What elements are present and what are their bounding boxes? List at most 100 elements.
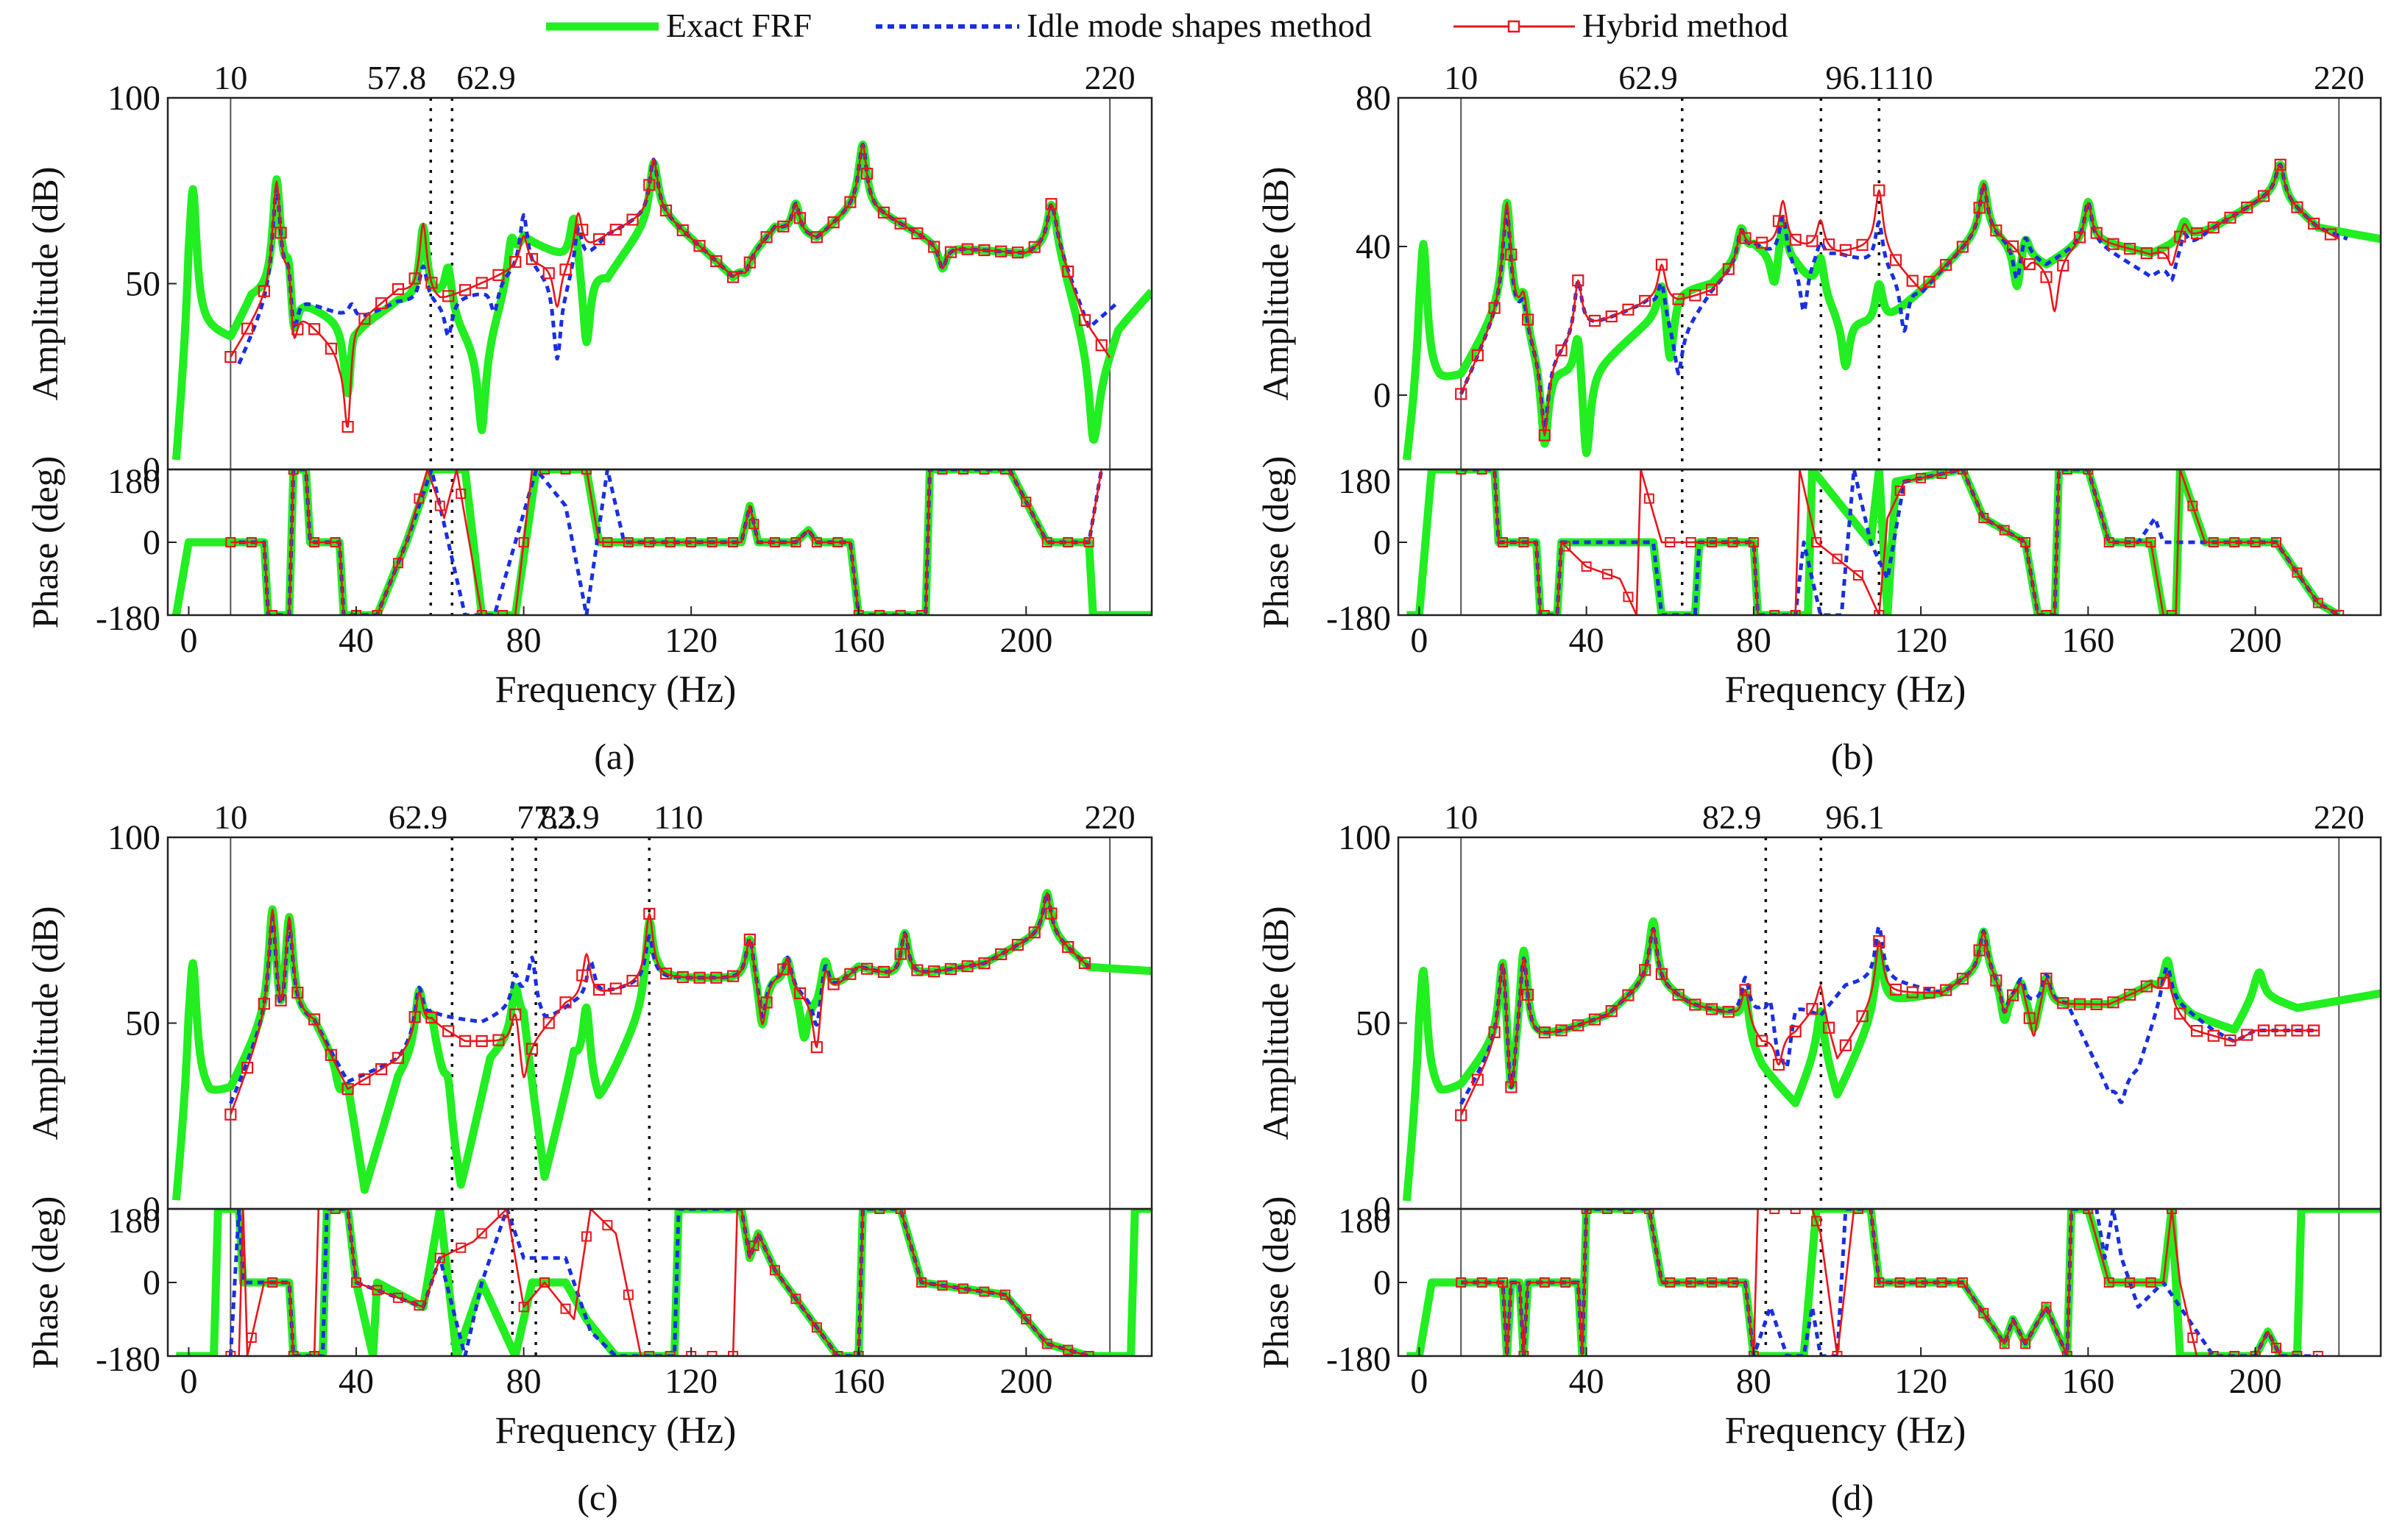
hybrid-marker <box>425 277 438 289</box>
mode-marker-label-110: 110 <box>1883 59 1933 96</box>
amplitude-y-tick-label: 0 <box>1373 376 1391 415</box>
amplitude-plot <box>171 889 1152 1201</box>
hybrid-marker <box>2140 247 2153 260</box>
hybrid-marker <box>2061 469 2072 475</box>
hybrid-marker <box>341 420 354 433</box>
hybrid-marker <box>1028 241 1041 253</box>
hybrid-marker <box>2312 597 2323 608</box>
hybrid-marker <box>2257 1024 2270 1037</box>
hybrid-marker <box>748 519 759 530</box>
hybrid-marker <box>225 537 236 547</box>
hybrid-marker <box>1078 313 1091 327</box>
phase-plot <box>171 469 1152 615</box>
hybrid-marker <box>2020 537 2031 547</box>
hybrid-marker <box>832 537 843 547</box>
panel-label: (b) <box>1831 736 1874 777</box>
hybrid-marker <box>1522 313 1534 326</box>
amplitude-y-tick-label: 40 <box>1356 227 1391 266</box>
hybrid-marker <box>2145 1277 2156 1288</box>
phase-curve-hybrid <box>1461 469 2340 615</box>
hybrid-marker <box>1973 202 1986 214</box>
hybrid-marker <box>602 1220 613 1231</box>
hybrid-marker <box>1538 429 1551 441</box>
hybrid-marker <box>1832 1351 1843 1356</box>
hybrid-marker <box>1560 1277 1571 1288</box>
mode-marker-label-62.9: 62.9 <box>389 798 448 836</box>
amplitude-curve-idle <box>1459 163 2348 430</box>
hybrid-marker <box>581 469 592 475</box>
hybrid-marker <box>916 1277 927 1288</box>
phase-curve-exact <box>1406 469 2341 615</box>
hybrid-marker <box>1727 1277 1738 1288</box>
hybrid-marker <box>1689 289 1701 302</box>
hybrid-marker <box>1672 988 1685 1001</box>
hybrid-marker <box>1789 1025 1802 1037</box>
hybrid-marker <box>999 1289 1010 1300</box>
hybrid-marker <box>1856 238 1869 251</box>
hybrid-marker <box>1957 469 1968 475</box>
phase-y-tick-label: 180 <box>107 462 160 501</box>
hybrid-marker <box>2090 998 2103 1010</box>
hybrid-marker <box>2125 1277 2136 1288</box>
hybrid-marker <box>2274 158 2287 171</box>
hybrid-marker <box>1940 258 1952 272</box>
amplitude-y-tick-label: 100 <box>107 818 160 857</box>
hybrid-marker <box>706 537 718 547</box>
mode-marker-label-82.9: 82.9 <box>1702 798 1762 836</box>
hybrid-marker <box>1832 553 1843 564</box>
legend: Exact FRF Idle mode shapes method Hybrid… <box>546 7 1788 44</box>
hybrid-marker <box>777 963 790 976</box>
hybrid-marker <box>2083 1209 2094 1214</box>
hybrid-marker <box>1874 610 1885 615</box>
hybrid-marker <box>1455 1109 1467 1121</box>
hybrid-marker <box>1772 1058 1785 1071</box>
hybrid-marker <box>1622 989 1635 1001</box>
hybrid-marker <box>686 537 697 547</box>
hybrid-marker <box>1021 497 1032 507</box>
hybrid-marker <box>1083 1351 1094 1356</box>
hybrid-marker <box>2083 469 2094 475</box>
hybrid-marker <box>291 323 304 336</box>
hybrid-marker <box>2040 271 2053 283</box>
hybrid-marker <box>2057 259 2069 272</box>
amplitude-axis-label: Amplitude (dB) <box>24 906 65 1140</box>
hybrid-marker <box>560 1303 571 1314</box>
hybrid-marker <box>916 610 927 615</box>
reference-label-10: 10 <box>1444 59 1478 96</box>
hybrid-marker <box>372 610 383 615</box>
hybrid-marker <box>2124 988 2136 1001</box>
hybrid-marker <box>623 1289 634 1300</box>
hybrid-marker <box>1889 983 1902 996</box>
hybrid-marker <box>1572 1019 1584 1032</box>
amplitude-y-tick-label: 50 <box>125 1004 160 1043</box>
hybrid-marker <box>542 267 555 280</box>
hybrid-marker <box>643 907 656 920</box>
hybrid-marker <box>1689 998 1701 1011</box>
hybrid-marker <box>2145 537 2156 547</box>
frequency-axis-label: Frequency (Hz) <box>1725 1410 1966 1452</box>
hybrid-marker <box>2207 221 2220 234</box>
hybrid-marker <box>1916 472 1927 483</box>
hybrid-marker <box>1722 1006 1735 1018</box>
amplitude-curve-hybrid <box>1460 928 2318 1116</box>
hybrid-marker <box>1063 537 1074 547</box>
phase-y-tick-label: -180 <box>1326 599 1391 638</box>
hybrid-marker <box>309 537 320 547</box>
phase-curve-idle <box>228 1209 1090 1356</box>
amplitude-plot <box>171 141 1152 461</box>
hybrid-marker <box>911 964 924 976</box>
hybrid-marker <box>1856 1010 1869 1023</box>
legend-idle-label: Idle mode shapes method <box>1027 7 1372 44</box>
hybrid-marker <box>2174 230 2186 243</box>
x-tick-label: 160 <box>2061 1362 2114 1401</box>
hybrid-marker <box>937 469 948 475</box>
hybrid-marker <box>2208 1351 2219 1356</box>
hybrid-marker <box>2207 1029 2220 1042</box>
amplitude-curve-exact <box>1402 160 2381 461</box>
hybrid-marker <box>1639 964 1651 976</box>
hybrid-marker <box>2040 972 2053 985</box>
hybrid-marker <box>961 243 974 255</box>
hybrid-marker <box>2292 1351 2303 1356</box>
hybrid-marker <box>2312 1351 2323 1356</box>
hybrid-marker <box>1665 1277 1676 1288</box>
